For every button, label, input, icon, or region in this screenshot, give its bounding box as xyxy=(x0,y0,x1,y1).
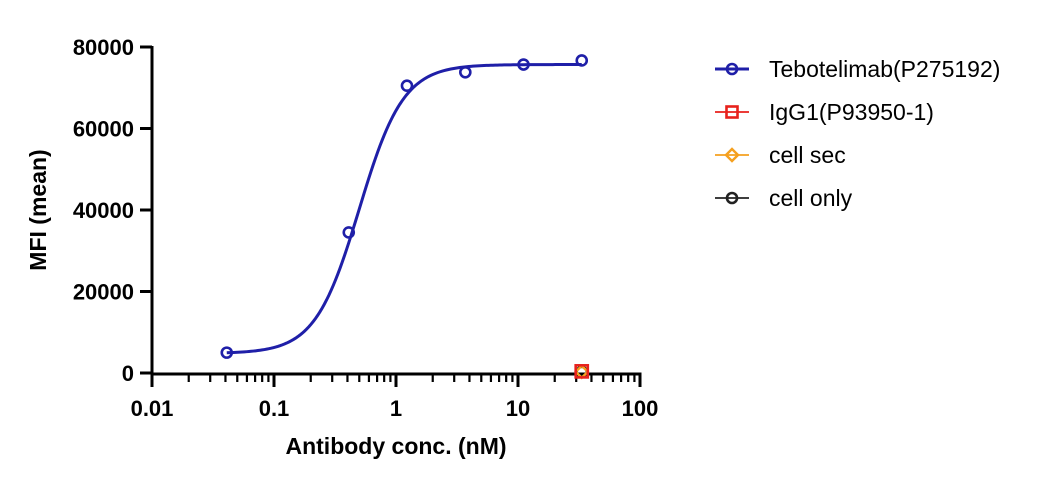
legend-item-tebotelimab-p275192: Tebotelimab(P275192) xyxy=(715,56,1000,82)
legend-label: Tebotelimab(P275192) xyxy=(769,56,1000,82)
data-point-igg1-p93950-1 xyxy=(574,364,590,379)
x-tick-label: 100 xyxy=(622,396,659,421)
data-point-tebotelimab-p275192 xyxy=(220,346,234,359)
data-point-tebotelimab-p275192 xyxy=(517,58,530,71)
y-axis-title: MFI (mean) xyxy=(25,149,51,270)
legend-marker xyxy=(725,62,739,76)
y-tick-label: 0 xyxy=(122,361,134,386)
legend-item-cell-sec: cell sec xyxy=(715,142,846,168)
axes: 0 20000 40000 60000 80000 0.01 0.1 1 10 100 xyxy=(73,35,659,421)
x-tick-label: 0.1 xyxy=(259,396,290,421)
x-tick-label: 0.01 xyxy=(131,396,174,421)
y-tick-label: 80000 xyxy=(73,35,134,60)
data-points xyxy=(220,54,590,380)
data-point-tebotelimab-p275192 xyxy=(400,79,414,93)
legend-label: cell sec xyxy=(769,142,846,168)
y-tick-label: 20000 xyxy=(73,280,134,305)
legend-item-cell-only: cell only xyxy=(715,185,853,211)
legend-marker xyxy=(724,147,740,163)
legend-label: cell only xyxy=(769,185,853,211)
legend-marker xyxy=(725,105,739,119)
legend: Tebotelimab(P275192) IgG1(P93950-1) cell s… xyxy=(715,56,1000,211)
x-tick-label: 10 xyxy=(506,396,530,421)
legend-marker xyxy=(725,191,739,205)
legend-item-igg1-p93950-1: IgG1(P93950-1) xyxy=(715,99,934,125)
y-tick-label: 40000 xyxy=(73,198,134,223)
data-point-tebotelimab-p275192 xyxy=(342,226,356,239)
x-axis-title: Antibody conc. (nM) xyxy=(285,433,506,459)
x-tick-label: 1 xyxy=(390,396,402,421)
legend-label: IgG1(P93950-1) xyxy=(769,99,934,125)
y-tick-label: 60000 xyxy=(73,117,134,142)
data-point-tebotelimab-p275192 xyxy=(459,65,472,79)
data-point-tebotelimab-p275192 xyxy=(575,54,589,67)
fit-curve-tebotelimab xyxy=(226,63,582,355)
